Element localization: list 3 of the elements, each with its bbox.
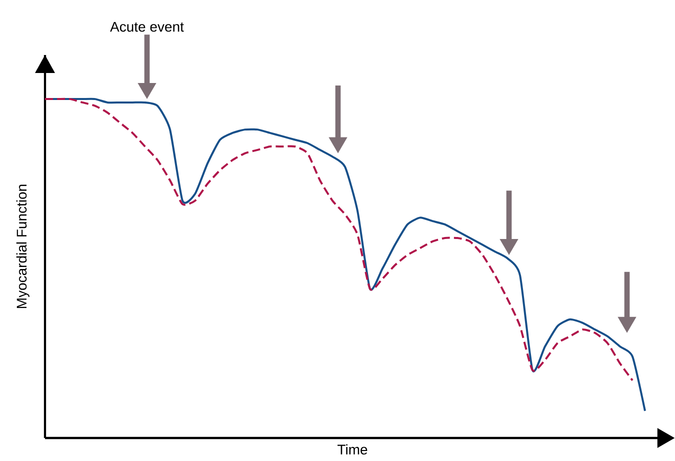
y-axis-title: Myocardial Function — [16, 184, 30, 308]
text: Acute event — [110, 22, 184, 32]
x-axis-title: Time — [338, 444, 368, 455]
